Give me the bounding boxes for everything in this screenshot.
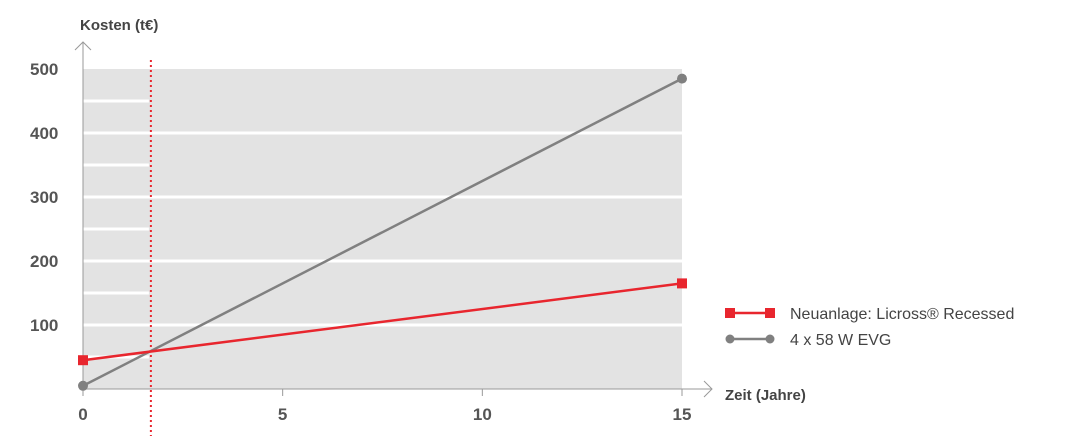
y-tick-label: 200	[30, 252, 58, 271]
y-axis-arrow	[74, 41, 92, 51]
x-axis-title: Zeit (Jahre)	[725, 387, 806, 404]
series-line	[82, 77, 683, 387]
y-tick-labels: 100 200 300 400 500	[30, 60, 58, 335]
y-tick-label: 300	[30, 188, 58, 207]
legend: Neuanlage: Licross® Recessed 4 x 58 W EVG	[725, 306, 1014, 349]
data-point-square	[677, 278, 687, 289]
legend-marker-square	[725, 308, 735, 318]
data-point-circle	[677, 73, 687, 84]
y-tick-label: 500	[30, 60, 58, 79]
y-tick-label: 400	[30, 124, 58, 143]
legend-marker-circle	[765, 334, 775, 344]
x-tick-label: 10	[473, 405, 492, 424]
x-axis-arrow	[703, 380, 713, 398]
data-series	[78, 73, 687, 391]
x-tick-label: 15	[673, 405, 692, 424]
x-tick-label: 0	[78, 405, 87, 424]
x-tick-label: 5	[278, 405, 287, 424]
data-point-square	[78, 355, 88, 366]
y-axis-title: Kosten (t€)	[80, 17, 158, 34]
legend-marker-circle	[725, 334, 735, 344]
legend-label: Neuanlage: Licross® Recessed	[790, 306, 1014, 323]
x-tick-labels: 0 5 10 15	[78, 389, 691, 424]
grid-lines	[83, 99, 682, 359]
legend-marker-square	[765, 308, 775, 318]
data-point-circle	[78, 380, 88, 391]
y-tick-label: 100	[30, 316, 58, 335]
axes	[74, 41, 713, 398]
legend-label: 4 x 58 W EVG	[790, 332, 891, 349]
series-line	[82, 282, 683, 362]
